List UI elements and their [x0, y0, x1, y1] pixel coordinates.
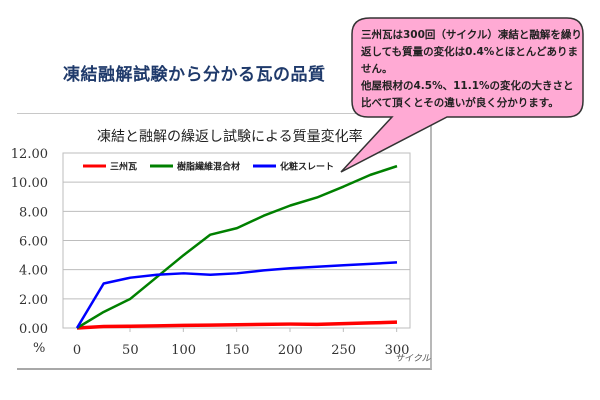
series-line [75, 261, 398, 329]
y-tick-label: 4.00 [19, 264, 48, 279]
series-line [76, 164, 398, 330]
series-lines [75, 164, 398, 330]
gridlines [62, 152, 411, 332]
y-axis-ticks: 0.00 2.00 4.00 6.00 8.00 10.00 12.00 [11, 147, 48, 337]
x-tick-label: 200 [278, 343, 303, 358]
chart-title: 凍結と融解の繰返し試験による質量変化率 [97, 129, 363, 145]
x-tick-label: 0 [73, 343, 81, 358]
legend-label: 化粧スレート [280, 161, 334, 173]
legend: 三州瓦 樹脂繊維混合材 化粧スレート [83, 161, 334, 173]
y-tick-label: 0.00 [19, 322, 48, 337]
x-tick-label: 100 [171, 343, 196, 358]
page-title: 凍結融解試験から分かる瓦の品質 [63, 65, 326, 85]
callout-bubble [340, 17, 584, 173]
y-tick-label: 10.00 [11, 176, 48, 191]
y-tick-label: 12.00 [11, 147, 48, 162]
y-tick-label: 6.00 [19, 235, 48, 250]
x-tick-label: 150 [225, 343, 250, 358]
chart-frame [17, 113, 432, 370]
series-line [76, 320, 398, 330]
y-axis-unit: % [33, 341, 45, 356]
y-tick-label: 2.00 [19, 293, 48, 308]
x-axis-ticks: 0 50 100 150 200 250 300 [73, 343, 410, 358]
x-tick-label: 50 [122, 343, 139, 358]
x-tick-label: 300 [385, 343, 410, 358]
y-tick-label: 8.00 [19, 205, 48, 220]
legend-label: 樹脂繊維混合材 [177, 161, 240, 173]
x-axis-unit: サイクル [395, 353, 432, 364]
legend-label: 三州瓦 [110, 162, 137, 173]
callout-text: 三州瓦は300回（サイクル）凍結と融解を繰り返しても質量の変化は0.4%とほとん… [361, 29, 582, 109]
x-tick-label: 250 [331, 343, 356, 358]
